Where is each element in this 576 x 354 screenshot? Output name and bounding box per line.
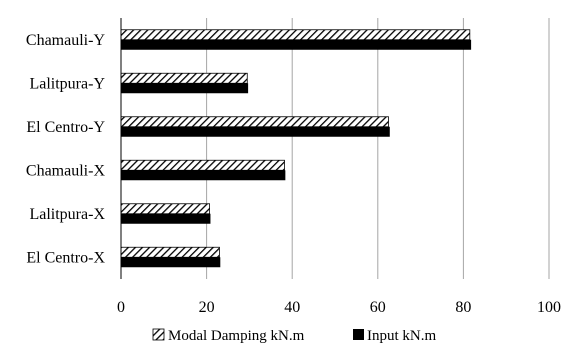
x-tick-label-20: 20 xyxy=(199,299,215,316)
legend-swatch-modal-damping xyxy=(152,328,165,341)
x-tick-label-60: 60 xyxy=(370,299,386,316)
legend-swatch-input xyxy=(353,329,364,340)
bar-modal-damping-kn-m-chamauli-x xyxy=(120,159,285,171)
bar-input-kn-m-el-centro-y xyxy=(121,126,390,137)
bar-input-kn-m-lalitpura-y xyxy=(121,83,249,94)
bar-modal-damping-kn-m-lalitpura-x xyxy=(120,203,210,215)
category-label-lalitpura-y: Lalitpura-Y xyxy=(29,75,105,92)
legend: Modal Damping kN.m Input kN.m xyxy=(152,328,436,344)
x-tick-label-80: 80 xyxy=(455,299,471,316)
bar-input-kn-m-el-centro-x xyxy=(121,257,221,268)
category-label-el-centro-y: El Centro-Y xyxy=(26,119,105,136)
legend-label-modal-damping: Modal Damping kN.m xyxy=(168,328,305,344)
category-label-chamauli-y: Chamauli-Y xyxy=(26,32,106,49)
bar-modal-damping-kn-m-lalitpura-y xyxy=(120,72,248,84)
bar-modal-damping-kn-m-el-centro-y xyxy=(120,116,389,128)
x-tick-label-40: 40 xyxy=(284,299,300,316)
bar-input-kn-m-chamauli-x xyxy=(121,170,286,181)
bar-modal-damping-kn-m-chamauli-y xyxy=(120,29,471,41)
bars xyxy=(120,29,472,268)
bar-input-kn-m-lalitpura-x xyxy=(121,213,211,224)
legend-label-input: Input kN.m xyxy=(367,328,436,344)
gridlines xyxy=(206,18,550,279)
x-tick-label-0: 0 xyxy=(117,299,125,316)
category-label-el-centro-x: El Centro-X xyxy=(26,249,105,266)
bar-input-kn-m-chamauli-y xyxy=(121,39,472,50)
category-label-lalitpura-x: Lalitpura-X xyxy=(29,206,105,223)
category-labels: Chamauli-Y Lalitpura-Y El Centro-Y Chamauli… xyxy=(26,32,106,267)
x-tick-labels: 0 20 40 60 80 100 xyxy=(117,299,561,316)
category-label-chamauli-x: Chamauli-X xyxy=(26,162,106,179)
x-tick-label-100: 100 xyxy=(537,299,561,316)
bar-modal-damping-kn-m-el-centro-x xyxy=(120,246,220,258)
